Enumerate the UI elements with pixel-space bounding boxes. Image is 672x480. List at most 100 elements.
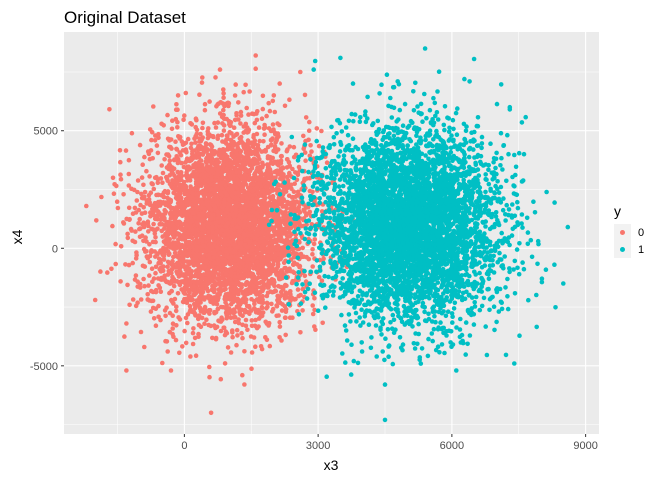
data-point — [184, 150, 189, 155]
data-point — [254, 292, 259, 297]
data-point — [228, 137, 234, 143]
data-point — [232, 190, 237, 196]
data-point — [242, 175, 247, 181]
data-point — [206, 322, 211, 328]
data-point — [159, 265, 164, 270]
data-point — [148, 309, 154, 314]
data-point — [142, 210, 148, 215]
data-point — [310, 252, 315, 257]
data-point — [257, 224, 263, 229]
data-point — [166, 252, 172, 257]
data-point — [248, 201, 254, 207]
data-point — [234, 327, 240, 333]
data-point — [128, 226, 134, 232]
data-point — [123, 262, 128, 267]
data-point — [208, 264, 213, 269]
data-point — [264, 293, 270, 299]
data-point — [185, 178, 190, 183]
data-point — [241, 231, 247, 237]
data-point — [146, 196, 152, 202]
data-point — [206, 229, 211, 235]
data-point — [156, 135, 161, 141]
data-point — [179, 139, 185, 144]
data-point — [156, 314, 161, 320]
data-point — [153, 254, 158, 259]
data-point — [135, 178, 141, 183]
data-point — [216, 101, 221, 106]
data-point — [270, 122, 276, 127]
data-point — [117, 148, 123, 153]
data-point — [146, 223, 151, 229]
data-point — [309, 222, 315, 227]
data-point — [237, 282, 242, 288]
data-point — [169, 126, 175, 132]
data-point — [211, 161, 216, 166]
data-point — [207, 142, 213, 147]
data-point — [147, 127, 153, 132]
data-point — [242, 207, 248, 212]
data-point — [254, 109, 260, 114]
data-point — [178, 264, 184, 270]
data-point — [253, 177, 259, 182]
data-point — [211, 255, 216, 260]
data-point — [229, 281, 235, 286]
data-point — [185, 136, 191, 142]
data-point — [299, 254, 305, 260]
data-point — [201, 217, 206, 222]
data-point — [118, 244, 124, 249]
data-point — [206, 126, 211, 131]
data-point — [276, 235, 282, 240]
data-point — [171, 179, 176, 184]
data-point — [209, 168, 214, 174]
data-point — [210, 224, 215, 229]
data-point — [291, 144, 297, 150]
data-point — [175, 291, 181, 296]
data-point — [219, 114, 225, 120]
data-point — [175, 93, 181, 98]
data-point — [267, 195, 273, 200]
data-point — [266, 278, 272, 284]
data-point — [202, 101, 208, 107]
data-point — [155, 150, 161, 156]
data-point — [253, 66, 258, 71]
data-point — [162, 251, 167, 256]
data-point — [220, 275, 225, 281]
data-point — [191, 284, 196, 289]
data-point — [266, 249, 272, 254]
data-point — [239, 261, 245, 266]
data-point — [296, 208, 302, 213]
data-point — [234, 111, 239, 116]
data-point — [173, 205, 179, 210]
data-point — [287, 144, 293, 149]
data-point — [273, 288, 279, 294]
data-point — [156, 256, 162, 262]
data-point — [161, 194, 167, 200]
data-point — [125, 282, 130, 288]
data-point — [175, 119, 180, 125]
data-point — [224, 249, 229, 254]
data-point — [173, 215, 178, 220]
data-point — [170, 313, 175, 319]
data-point — [259, 211, 265, 217]
data-point — [219, 132, 225, 138]
data-point — [173, 107, 179, 112]
data-point — [242, 219, 248, 225]
data-point — [200, 238, 205, 244]
data-point — [270, 136, 275, 141]
data-point — [204, 280, 210, 286]
data-point — [167, 138, 172, 143]
data-point — [272, 204, 277, 209]
data-point — [221, 107, 226, 113]
data-point — [251, 141, 257, 146]
data-point — [243, 150, 249, 156]
data-point — [201, 243, 206, 249]
data-point — [107, 107, 112, 112]
data-point — [167, 199, 172, 204]
data-point — [134, 198, 140, 203]
data-point — [216, 261, 221, 266]
data-point — [219, 175, 224, 181]
data-point — [174, 323, 179, 328]
data-point — [175, 201, 181, 206]
data-point — [190, 190, 195, 196]
data-point — [216, 165, 222, 170]
